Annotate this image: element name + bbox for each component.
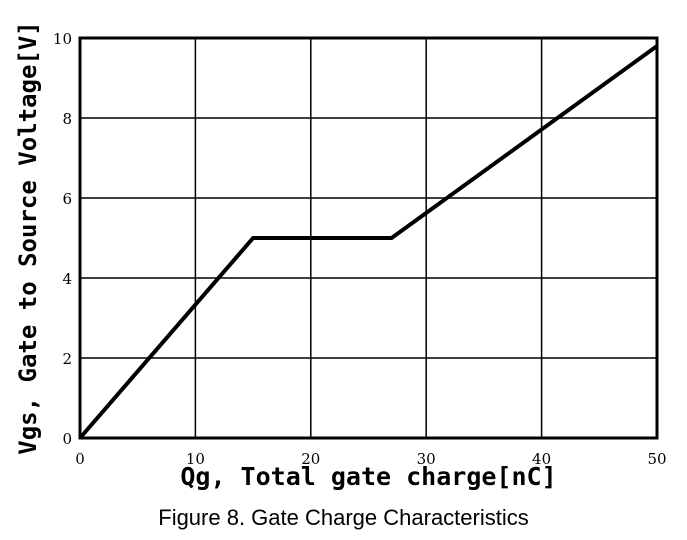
- plot-frame: [78, 36, 659, 440]
- x-tick-label-30: 30: [417, 450, 436, 468]
- x-tick-label-50: 50: [647, 450, 666, 468]
- y-tick-label-10: 10: [53, 30, 72, 48]
- x-tick-label-10: 10: [186, 450, 205, 468]
- x-tick-labels: 0 10 20 30 40 50: [75, 450, 666, 468]
- gate-charge-chart: 0 10 20 30 40 50 0 2 4 6 8 10 Qg, Total gate charg…: [14, 21, 667, 491]
- y-tick-label-4: 4: [62, 270, 72, 288]
- y-tick-label-2: 2: [62, 350, 72, 368]
- x-tick-label-20: 20: [301, 450, 320, 468]
- x-tick-label-0: 0: [75, 450, 85, 468]
- y-tick-label-6: 6: [62, 190, 72, 208]
- x-axis-label: Qg, Total gate charge[nC]: [180, 462, 556, 491]
- y-tick-label-0: 0: [62, 430, 72, 448]
- figure-caption: Figure 8. Gate Charge Characteristics: [158, 505, 529, 530]
- y-tick-label-8: 8: [62, 110, 72, 128]
- series-line: [78, 44, 659, 440]
- y-tick-labels: 0 2 4 6 8 10: [53, 30, 72, 448]
- x-tick-label-40: 40: [532, 450, 551, 468]
- y-axis-label: Vgs, Gate to Source Voltage[V]: [14, 21, 42, 454]
